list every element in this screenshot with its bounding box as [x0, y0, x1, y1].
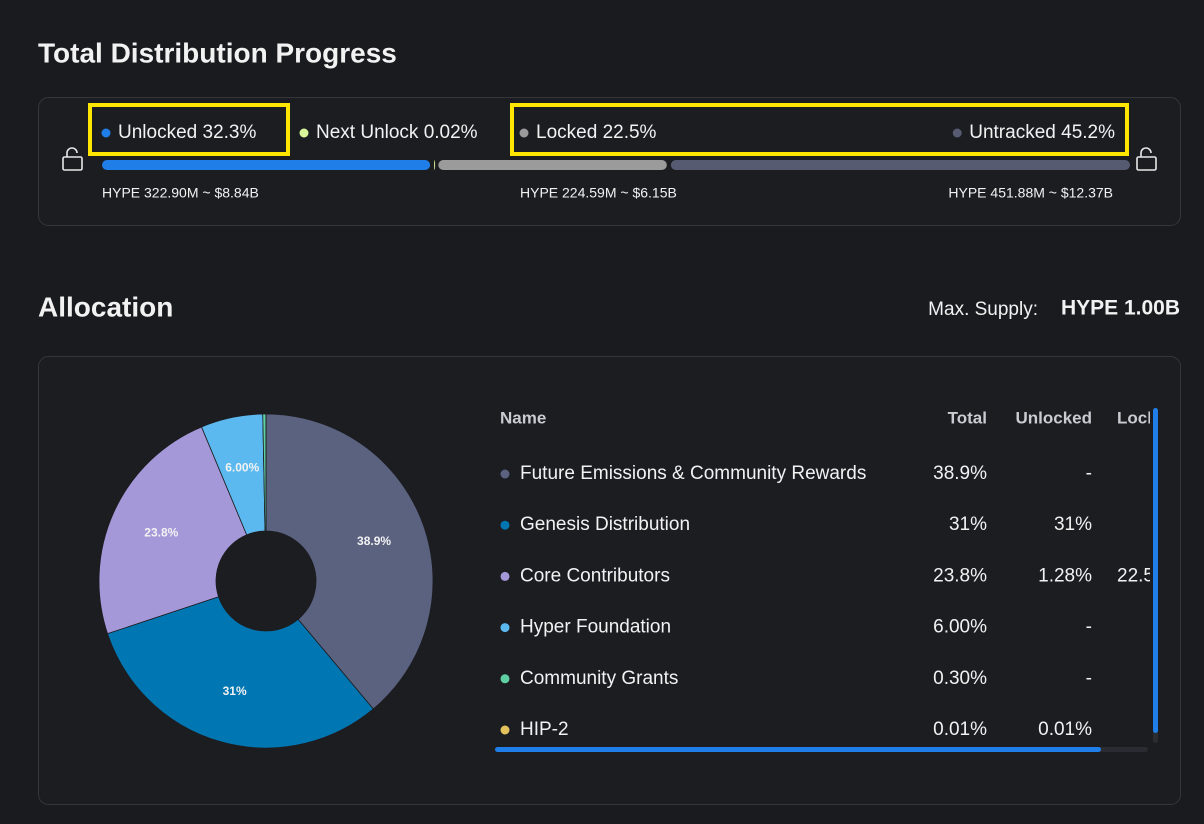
scrollbar[interactable] — [495, 747, 1101, 752]
legend-item: Unlocked 32.3% — [118, 122, 256, 143]
legend-dot — [952, 128, 962, 138]
max-supply-label: Max. Supply: — [928, 299, 1038, 320]
legend-dot — [101, 128, 111, 138]
row-total: 31% — [949, 514, 987, 535]
row-unlocked: - — [1086, 668, 1092, 689]
progress-segment — [438, 160, 667, 170]
progress-segment — [102, 160, 431, 170]
lock-icon — [1136, 147, 1157, 171]
legend-item: Untracked 45.2% — [969, 122, 1115, 143]
amount: HYPE 224.59M ~ $6.15B — [520, 185, 677, 201]
row-dot — [500, 674, 510, 684]
pie-label: 31% — [223, 684, 247, 698]
allocation-title: Allocation — [38, 291, 173, 322]
row-unlocked: 1.28% — [1038, 565, 1092, 586]
scrollbar[interactable] — [1153, 408, 1158, 733]
highlight-box — [510, 103, 1129, 156]
pie-label: 38.9% — [357, 534, 391, 548]
pie-slice — [107, 596, 374, 749]
progress-segment — [670, 160, 1130, 170]
row-name: Hyper Foundation — [520, 617, 671, 638]
row-name: Community Grants — [520, 668, 678, 689]
table: Name Total Unlocked Locked Future Emissions … — [500, 408, 1177, 740]
legend-value: 45.2% — [1061, 122, 1115, 143]
legend-value: 22.5% — [603, 122, 657, 143]
legend-name: Unlocked — [118, 122, 197, 143]
legend-dot — [519, 128, 529, 138]
row-total: 0.01% — [933, 719, 987, 740]
row-name: Genesis Distribution — [520, 514, 690, 535]
max-supply: HYPE 1.00B — [1061, 297, 1180, 320]
row-dot — [500, 520, 510, 530]
lock-icon — [62, 147, 83, 171]
pie-label: 6.00% — [225, 461, 259, 475]
column-header: Unlocked — [1015, 408, 1092, 427]
highlight-box — [88, 103, 290, 156]
amount: HYPE 451.88M ~ $12.37B — [948, 185, 1113, 201]
row-total: 38.9% — [933, 463, 987, 484]
row-unlocked: 0.01% — [1038, 719, 1092, 740]
legend-item: Locked 22.5% — [536, 122, 657, 143]
row-name: Core Contributors — [520, 565, 670, 586]
progress-title: Total Distribution Progress — [38, 37, 397, 68]
row-unlocked: 31% — [1054, 514, 1092, 535]
column-header: Locked — [1117, 408, 1177, 427]
row-dot — [500, 469, 510, 479]
legend-name: Locked — [536, 122, 597, 143]
row-name: HIP-2 — [520, 719, 569, 740]
legend-name: Next Unlock — [316, 122, 419, 143]
row-locked: 22.5% — [1117, 565, 1171, 586]
row-total: 23.8% — [933, 565, 987, 586]
amount: HYPE 322.90M ~ $8.84B — [102, 185, 259, 201]
row-unlocked: - — [1086, 463, 1092, 484]
column-header: Total — [948, 408, 987, 427]
legend-item: Next Unlock 0.02% — [316, 122, 478, 143]
legend-dot — [299, 128, 309, 138]
pie-label: 23.8% — [144, 526, 178, 540]
row-name: Future Emissions & Community Rewards — [520, 463, 866, 484]
legend-value: 0.02% — [424, 122, 478, 143]
pie-slice — [265, 413, 434, 710]
legend-value: 32.3% — [203, 122, 257, 143]
row-dot — [500, 725, 510, 735]
column-header: Name — [500, 408, 546, 427]
row-total: 6.00% — [933, 617, 987, 638]
row-unlocked: - — [1086, 617, 1092, 638]
pie-slice — [98, 426, 248, 635]
legend-name: Untracked — [969, 122, 1056, 143]
row-dot — [500, 571, 510, 581]
row-total: 0.30% — [933, 668, 987, 689]
row-dot — [500, 623, 510, 633]
progress-segment — [434, 160, 436, 170]
